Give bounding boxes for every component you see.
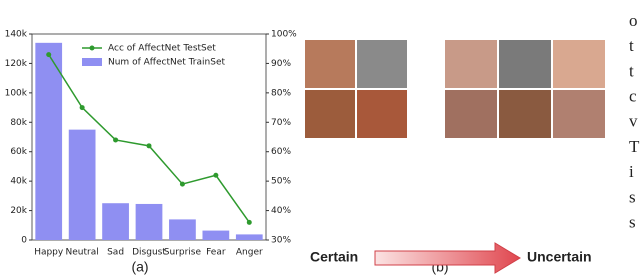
y-tick-label: 100k — [5, 88, 28, 98]
face-image — [305, 40, 355, 88]
x-tick-label: Neutral — [66, 248, 99, 258]
caption-a: (a) — [131, 259, 148, 275]
legend-label: Acc of AffectNet TestSet — [108, 44, 216, 54]
face-image — [553, 90, 605, 138]
bar — [235, 234, 263, 240]
margin-text: c — [629, 87, 637, 106]
face-image — [445, 40, 497, 88]
bar — [35, 42, 63, 241]
line-point — [79, 105, 85, 111]
face-image — [499, 90, 551, 138]
y2-tick-label: 30% — [271, 236, 291, 246]
line-point — [179, 181, 185, 187]
face-image — [357, 90, 407, 138]
y-tick-label: 140k — [5, 30, 28, 40]
line-point — [146, 143, 152, 149]
y2-tick-label: 70% — [271, 118, 291, 128]
y-tick-label: 120k — [5, 59, 28, 69]
margin-text: o — [629, 11, 638, 30]
x-tick-label: Fear — [206, 248, 226, 258]
legend-swatch — [82, 58, 102, 66]
certain-faces — [305, 40, 407, 138]
y2-tick-label: 90% — [271, 59, 291, 69]
y-tick-label: 0 — [21, 236, 27, 246]
margin-text: t — [629, 61, 634, 80]
bar — [202, 230, 230, 240]
y-tick-label: 60k — [10, 147, 27, 157]
face-image — [305, 90, 355, 138]
margin-text: t — [629, 36, 634, 55]
uncertain-faces — [445, 40, 605, 138]
margin-text: i — [629, 162, 634, 181]
y2-tick-label: 80% — [271, 88, 291, 98]
margin-text: s — [629, 187, 636, 206]
x-tick-label: Happy — [34, 248, 64, 258]
x-tick-label: Anger — [236, 248, 263, 258]
legend-marker — [89, 45, 95, 51]
face-image — [553, 40, 605, 88]
arrow-start-label: Certain — [310, 249, 358, 265]
face-image — [499, 40, 551, 88]
y2-tick-label: 40% — [271, 206, 291, 216]
margin-text: T — [629, 137, 640, 156]
line-point — [113, 137, 119, 143]
y-tick-label: 80k — [10, 118, 27, 128]
arrow — [374, 242, 521, 274]
line-point — [46, 52, 52, 58]
face-image — [445, 90, 497, 138]
x-tick-label: Surprise — [164, 248, 202, 258]
line-point — [246, 219, 252, 225]
x-tick-label: Sad — [107, 248, 124, 258]
arrow-end-label: Uncertain — [527, 249, 592, 265]
face-image — [357, 40, 407, 88]
legend-label: Num of AffectNet TrainSet — [108, 58, 225, 68]
y2-tick-label: 60% — [271, 147, 291, 157]
margin-text: v — [629, 112, 638, 131]
x-tick-label: Disgust — [132, 248, 166, 258]
y2-tick-label: 100% — [271, 30, 297, 40]
line-point — [213, 172, 219, 178]
bar — [68, 129, 96, 240]
y2-tick-label: 50% — [271, 177, 291, 187]
bar — [135, 203, 163, 240]
bar — [169, 219, 196, 240]
bar — [102, 203, 129, 240]
y-tick-label: 40k — [10, 177, 27, 187]
margin-text: s — [629, 213, 636, 232]
y-tick-label: 20k — [10, 206, 27, 216]
